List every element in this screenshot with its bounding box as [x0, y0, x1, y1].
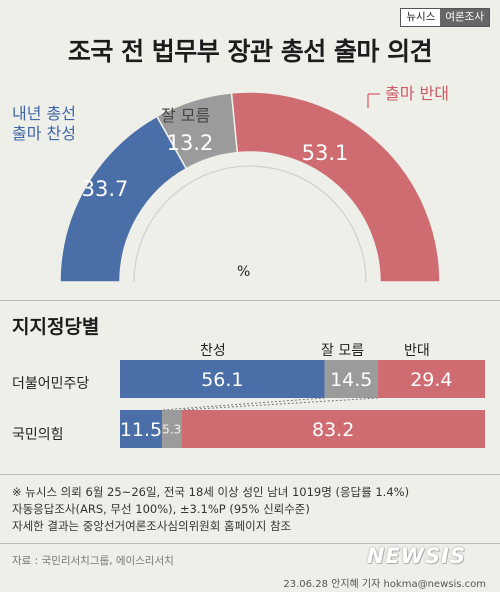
badge-source: 뉴시스 [401, 9, 441, 26]
note-line-3: 자세한 결과는 중앙선거여론조사심의위원회 홈페이지 참조 [12, 519, 292, 533]
party-label-democratic: 더불어민주당 [12, 376, 90, 392]
party-bar-chart: 56.1 14.5 29.4 11.5 5.3 83.2 [120, 360, 485, 448]
chart-title: 조국 전 법무부 장관 총선 출마 의견 [67, 37, 433, 66]
gauge-label-oppose: 출마 반대 [385, 84, 449, 103]
bar-value-label: 14.5 [330, 369, 372, 391]
note-line-2: 자동응답조사(ARS, 무선 100%), ±3.1%P (95% 신뢰수준) [12, 502, 310, 516]
bar-segment-unknown [324, 360, 378, 398]
gauge-value-support: 33.7 [82, 177, 129, 201]
col-header-oppose: 반대 [404, 343, 430, 359]
bar-segment-unknown [161, 410, 182, 448]
note-line-1: ※ 뉴시스 의뢰 6월 25~26일, 전국 18세 이상 성인 남녀 1019… [12, 485, 410, 499]
gauge-value-unknown: 13.2 [167, 131, 214, 155]
gauge-label-support-line: 내년 총선 [12, 104, 76, 123]
source-text: 자료 : 국민리서치그룹, 에이스리서치 [12, 555, 174, 567]
source-divider [0, 543, 500, 544]
gauge-label-support: 내년 총선 출마 찬성 [12, 104, 76, 144]
gauge-inner-arc [133, 165, 367, 283]
bar-segment-oppose [181, 410, 485, 448]
section-divider [0, 300, 500, 301]
newsis-logo: NEWSIS [366, 544, 466, 568]
source-badge: 뉴시스 여론조사 [400, 8, 490, 27]
gauge-slice-oppose [230, 91, 441, 283]
gauge-chart: 33.7 13.2 53.1% [59, 91, 441, 283]
bar-value-label: 83.2 [312, 419, 354, 441]
section-title: 지지정당별 [12, 316, 100, 338]
bar-segment-support [120, 360, 325, 398]
bar-value-label: 29.4 [410, 369, 452, 391]
gauge-label-support-line: 출마 찬성 [12, 124, 76, 143]
gauge-value-oppose: 53.1 [302, 141, 349, 165]
bar-segment-support [120, 410, 162, 448]
badge-category: 여론조사 [440, 9, 489, 26]
notes-divider [0, 474, 500, 475]
party-label-ppp: 국민의힘 [12, 427, 64, 443]
bar-value-label: 56.1 [201, 369, 243, 391]
survey-notes: ※ 뉴시스 의뢰 6월 25~26일, 전국 18세 이상 성인 남녀 1019… [12, 484, 409, 535]
col-header-unknown: 잘 모름 [321, 343, 365, 359]
bar-value-label: 11.5 [120, 419, 162, 441]
gauge-label-unknown: 잘 모름 [161, 106, 211, 125]
gauge-unit: % [237, 264, 250, 280]
col-header-support: 찬성 [200, 343, 226, 359]
dotted-connector [161, 397, 325, 411]
bar-segment-oppose [377, 360, 485, 398]
byline: 23.06.28 안지혜 기자 hokma@newsis.com [283, 579, 486, 590]
bar-value-label: 5.3 [162, 423, 181, 437]
dotted-connector [181, 397, 378, 411]
